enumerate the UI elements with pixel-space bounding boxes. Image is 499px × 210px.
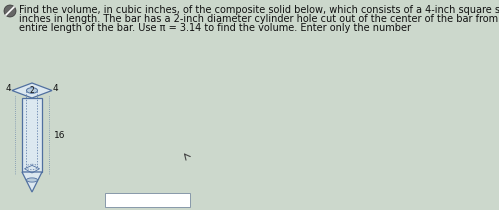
Ellipse shape <box>26 88 37 93</box>
Polygon shape <box>22 98 42 172</box>
Bar <box>105 193 190 207</box>
Ellipse shape <box>26 178 37 182</box>
Text: 16: 16 <box>54 130 65 139</box>
Text: 4: 4 <box>5 84 11 93</box>
Polygon shape <box>22 172 42 192</box>
Circle shape <box>4 5 16 17</box>
Text: inches in length. The bar has a 2-inch diameter cylinder hole cut out of the cen: inches in length. The bar has a 2-inch d… <box>19 14 499 24</box>
Text: 2: 2 <box>29 86 34 95</box>
Text: 4: 4 <box>53 84 58 93</box>
Text: Find the volume, in cubic inches, of the composite solid below, which consists o: Find the volume, in cubic inches, of the… <box>19 5 499 15</box>
Polygon shape <box>12 83 52 98</box>
Text: entire length of the bar. Use π = 3.14 to find the volume. Enter only the number: entire length of the bar. Use π = 3.14 t… <box>19 23 411 33</box>
